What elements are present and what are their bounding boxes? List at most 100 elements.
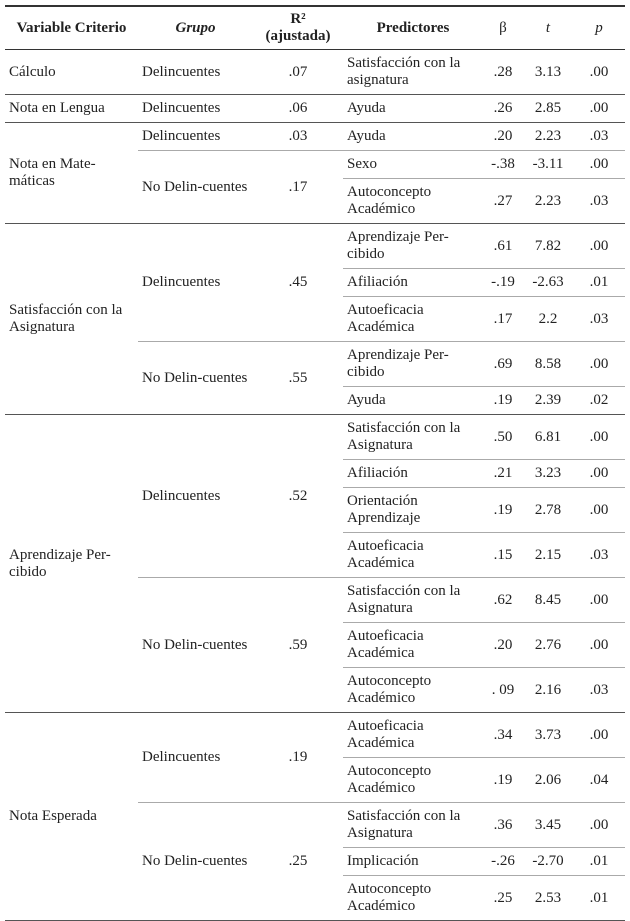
header-cell: β: [483, 5, 523, 50]
predictor-cell: Satisfacción con la Asignatura: [343, 414, 483, 460]
criterion-cell: Cálculo: [5, 49, 138, 95]
predictor-cell: Aprendizaje Per-cibido: [343, 223, 483, 269]
t-cell: 2.78: [523, 487, 573, 533]
t-cell: 7.82: [523, 223, 573, 269]
t-cell: -3.11: [523, 150, 573, 179]
table-row: No Delin-cuentes .25 Satisfacción con la A…: [5, 802, 625, 921]
table-row: Nota en Mate-máticas Delincuentes .03 Ayuda…: [5, 122, 625, 224]
beta-cell: .26: [483, 94, 523, 123]
header-cell: p: [573, 5, 625, 50]
beta-cell: .61: [483, 223, 523, 269]
t-cell: 6.81: [523, 414, 573, 460]
table-row: Ayuda .19 2.39.02: [5, 386, 625, 415]
table-row: Autoconcepto Académico. 09 2.16.03: [5, 667, 625, 713]
group-cell: Delincuentes: [138, 49, 253, 95]
beta-cell: . 09: [483, 667, 523, 713]
beta-cell: .19: [483, 757, 523, 803]
table-row: No Delin-cuentes .59 Satisfacción con la A…: [5, 577, 625, 713]
t-cell: 2.06: [523, 757, 573, 803]
header-cell: R² (ajustada): [253, 5, 343, 50]
t-cell: 2.39: [523, 386, 573, 415]
p-cell: .00: [573, 414, 625, 460]
criterion-cell: Aprendizaje Per-cibido: [5, 414, 138, 713]
beta-cell: .19: [483, 386, 523, 415]
r2-cell: .06: [253, 94, 343, 123]
group-cell: Delincuentes: [138, 94, 253, 123]
p-cell: .00: [573, 49, 625, 95]
criterion-cell: Satisfacción con la Asignatura: [5, 223, 138, 415]
predictor-cell: Orientación Aprendizaje: [343, 487, 483, 533]
predictor-cell: Autoeficacia Académica: [343, 532, 483, 578]
table-row: Aprendizaje Per-cibido Delincuentes .52 Sat…: [5, 414, 625, 713]
p-cell: .00: [573, 341, 625, 387]
t-cell: 3.45: [523, 802, 573, 848]
table-row: Autoconcepto Académico .19 2.06.04: [5, 757, 625, 803]
predictor-cell: Afiliación: [343, 459, 483, 488]
beta-cell: .20: [483, 122, 523, 151]
r2-cell: .25: [253, 802, 343, 921]
beta-cell: -.26: [483, 847, 523, 876]
t-cell: 2.76: [523, 622, 573, 668]
t-cell: 3.73: [523, 712, 573, 758]
beta-cell: .21: [483, 459, 523, 488]
table-row: No Delin-cuentes .17 Sexo -.38 -3.11.00: [5, 150, 625, 224]
t-cell: -2.63: [523, 268, 573, 297]
p-cell: .00: [573, 487, 625, 533]
table-row: Nota en Lengua Delincuentes .06 Ayuda .26 2.8…: [5, 94, 625, 123]
predictor-cell: Ayuda: [343, 94, 483, 123]
t-cell: 2.85: [523, 94, 573, 123]
p-cell: .00: [573, 94, 625, 123]
table-row: Autoeficacia Académica .15 2.15.03: [5, 532, 625, 578]
beta-cell: .34: [483, 712, 523, 758]
table-row: No Delin-cuentes .55 Aprendizaje Per-cibid…: [5, 341, 625, 415]
r2-cell: .59: [253, 577, 343, 713]
r2-cell: .52: [253, 414, 343, 578]
table-row: Autoconcepto Académico .27 2.23.03: [5, 178, 625, 224]
t-cell: 2.16: [523, 667, 573, 713]
table-row: Afiliación .21 3.23.00: [5, 459, 625, 488]
p-cell: .02: [573, 386, 625, 415]
beta-cell: .15: [483, 532, 523, 578]
table-row: Afiliación -.19 -2.63.01: [5, 268, 625, 297]
p-cell: .04: [573, 757, 625, 803]
p-cell: .03: [573, 667, 625, 713]
predictor-cell: Sexo: [343, 150, 483, 179]
t-cell: 2.23: [523, 122, 573, 151]
predictor-cell: Autoconcepto Académico: [343, 875, 483, 921]
p-cell: .03: [573, 122, 625, 151]
t-cell: 8.58: [523, 341, 573, 387]
group-cell: Delincuentes: [138, 712, 253, 803]
group-cell: Delincuentes: [138, 122, 253, 151]
predictor-cell: Autoeficacia Académica: [343, 712, 483, 758]
predictor-cell: Ayuda: [343, 122, 483, 151]
beta-cell: .50: [483, 414, 523, 460]
table-row: Autoeficacia Académica .20 2.76.00: [5, 622, 625, 668]
r2-cell: .03: [253, 122, 343, 151]
p-cell: .00: [573, 622, 625, 668]
table-row: Satisfacción con la Asignatura Delincuent…: [5, 223, 625, 415]
beta-cell: .36: [483, 802, 523, 848]
beta-cell: .19: [483, 487, 523, 533]
predictor-cell: Satisfacción con la Asignatura: [343, 802, 483, 848]
header-cell: Grupo: [138, 5, 253, 50]
p-cell: .03: [573, 532, 625, 578]
r2-cell: .07: [253, 49, 343, 95]
p-cell: .01: [573, 268, 625, 297]
p-cell: .01: [573, 847, 625, 876]
group-cell: No Delin-cuentes: [138, 341, 253, 415]
predictor-cell: Implicación: [343, 847, 483, 876]
criterion-cell: Nota en Mate-máticas: [5, 122, 138, 224]
t-cell: 3.13: [523, 49, 573, 95]
header-cell: Predictores: [343, 5, 483, 50]
r2-cell: .19: [253, 712, 343, 803]
t-cell: 2.15: [523, 532, 573, 578]
p-cell: .03: [573, 178, 625, 224]
r2-cell: .55: [253, 341, 343, 415]
results-table: Variable Criterio Grupo R² (ajustada) Predi…: [5, 5, 625, 921]
predictor-cell: Autoconcepto Académico: [343, 178, 483, 224]
beta-cell: .20: [483, 622, 523, 668]
beta-cell: .28: [483, 49, 523, 95]
predictor-cell: Ayuda: [343, 386, 483, 415]
r2-cell: .45: [253, 223, 343, 342]
